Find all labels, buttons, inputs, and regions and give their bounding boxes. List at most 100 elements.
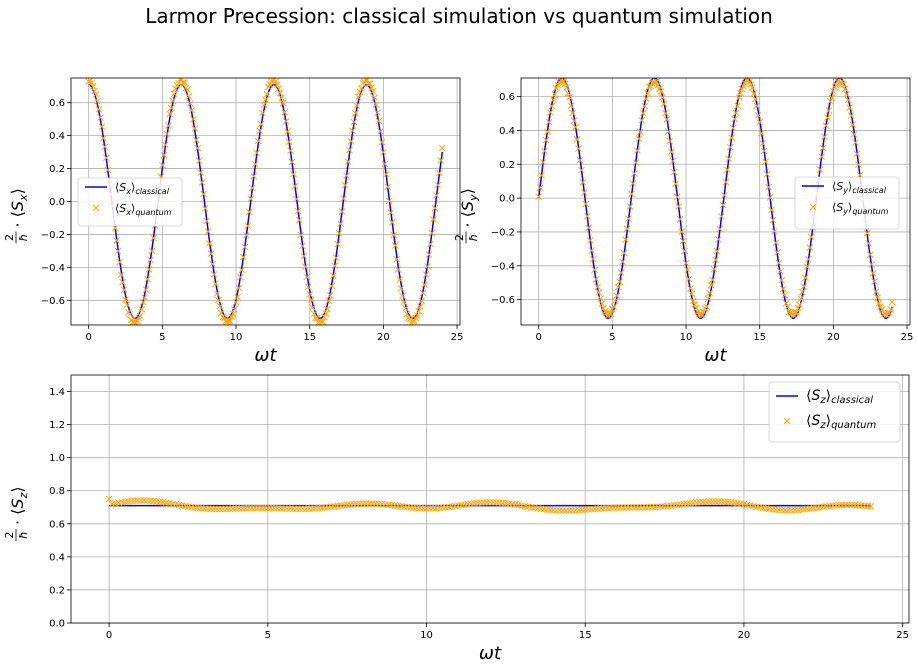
data-point-x-marker xyxy=(691,301,699,308)
y-tick-label: 0.0 xyxy=(49,619,65,630)
data-point-x-marker xyxy=(148,247,156,255)
data-point-x-marker xyxy=(662,109,669,117)
y-label-numerator: 2 xyxy=(3,532,16,539)
data-point-x-marker xyxy=(117,271,125,279)
data-point-x-marker xyxy=(226,505,234,513)
data-point-x-marker xyxy=(863,229,871,237)
data-point-x-marker xyxy=(374,109,381,117)
data-point-x-marker xyxy=(141,294,149,301)
data-point-x-marker xyxy=(291,182,299,190)
data-point-x-marker xyxy=(331,262,339,270)
data-point-x-marker xyxy=(101,143,109,151)
data-point-x-marker xyxy=(89,82,97,90)
data-point-x-marker xyxy=(192,136,200,144)
data-point-x-marker xyxy=(747,81,755,88)
data-point-x-marker xyxy=(394,266,402,273)
data-point-x-marker xyxy=(561,80,569,88)
data-point-x-marker xyxy=(170,90,178,98)
data-point-x-marker xyxy=(210,271,218,278)
data-point-x-marker xyxy=(619,258,627,266)
data-point-x-marker xyxy=(822,122,830,130)
data-point-x-marker xyxy=(242,231,250,239)
axes-frame xyxy=(70,374,910,624)
data-point-x-marker xyxy=(346,501,354,508)
data-point-x-marker xyxy=(597,295,604,303)
data-point-x-marker xyxy=(235,284,243,292)
data-point-x-marker xyxy=(139,298,147,306)
data-point-x-marker xyxy=(541,147,548,155)
data-point-x-marker xyxy=(804,255,812,263)
data-point-x-marker xyxy=(848,501,856,509)
data-point-x-marker xyxy=(731,115,739,123)
data-point-x-marker xyxy=(344,158,352,165)
data-point-x-marker xyxy=(705,498,713,505)
x-tick-label: 20 xyxy=(827,332,840,343)
data-point-x-marker xyxy=(434,181,442,189)
data-point-x-marker xyxy=(301,263,309,270)
data-point-x-marker xyxy=(284,128,291,135)
data-point-x-marker xyxy=(762,158,769,166)
data-point-x-marker xyxy=(186,100,194,107)
data-point-x-marker xyxy=(582,200,590,208)
data-point-x-marker xyxy=(372,101,380,109)
x-axis-label: ωt xyxy=(704,345,727,366)
x-tick-label: 0 xyxy=(106,630,112,641)
data-point-x-marker xyxy=(616,504,624,511)
data-point-x-marker xyxy=(397,285,405,292)
data-point-x-marker xyxy=(800,283,808,290)
data-point-x-marker xyxy=(781,506,789,514)
data-point-x-marker xyxy=(807,233,815,241)
data-point-x-marker xyxy=(712,498,719,505)
data-point-x-marker xyxy=(237,273,244,281)
legend-label: ⟨Sz⟩quantum xyxy=(806,413,876,431)
x-tick-label: 20 xyxy=(377,332,390,343)
data-point-x-marker xyxy=(725,155,733,163)
data-point-x-marker xyxy=(545,118,553,126)
data-point-x-marker xyxy=(212,280,219,288)
data-point-x-marker xyxy=(206,240,213,247)
data-point-x-marker xyxy=(775,506,783,514)
data-point-x-marker xyxy=(642,503,649,511)
data-point-x-marker xyxy=(329,272,337,280)
y-tick-label: 0.4 xyxy=(499,126,515,137)
x-tick-label: 15 xyxy=(303,332,316,343)
data-point-x-marker xyxy=(423,504,430,512)
data-point-x-marker xyxy=(765,183,772,191)
data-point-x-marker xyxy=(92,91,100,98)
data-point-x-marker xyxy=(240,253,247,261)
data-point-x-marker xyxy=(305,505,313,512)
data-point-x-marker xyxy=(756,118,764,126)
data-point-x-marker xyxy=(216,505,224,513)
data-point-x-marker xyxy=(382,170,390,178)
data-point-x-marker xyxy=(223,505,230,513)
data-point-x-marker xyxy=(419,289,427,297)
data-point-x-marker xyxy=(380,148,387,156)
data-point-x-marker xyxy=(354,93,362,101)
data-point-x-marker xyxy=(672,180,680,188)
data-point-x-marker xyxy=(734,102,741,110)
data-point-x-marker xyxy=(629,180,637,187)
data-point-x-marker xyxy=(88,79,95,87)
data-point-x-marker xyxy=(413,312,421,319)
data-point-x-marker xyxy=(281,109,289,116)
data-point-x-marker xyxy=(273,81,281,88)
y-tick-label: 0.4 xyxy=(49,131,65,142)
data-point-x-marker xyxy=(639,109,647,117)
data-point-x-marker xyxy=(402,304,409,312)
data-point-x-marker xyxy=(113,237,121,244)
data-point-x-marker xyxy=(559,507,567,514)
data-point-x-marker xyxy=(427,240,434,248)
data-point-x-marker xyxy=(707,281,715,289)
data-point-x-marker xyxy=(685,275,693,283)
data-point-x-marker xyxy=(728,134,736,142)
data-point-x-marker xyxy=(416,303,424,310)
data-point-x-marker xyxy=(871,278,878,285)
data-point-x-marker xyxy=(566,93,573,101)
data-point-x-marker xyxy=(543,506,551,513)
data-point-x-marker xyxy=(709,276,716,284)
data-point-x-marker xyxy=(816,166,824,173)
data-point-x-marker xyxy=(298,242,306,250)
data-point-x-marker xyxy=(825,107,833,114)
data-point-x-marker xyxy=(779,285,787,293)
